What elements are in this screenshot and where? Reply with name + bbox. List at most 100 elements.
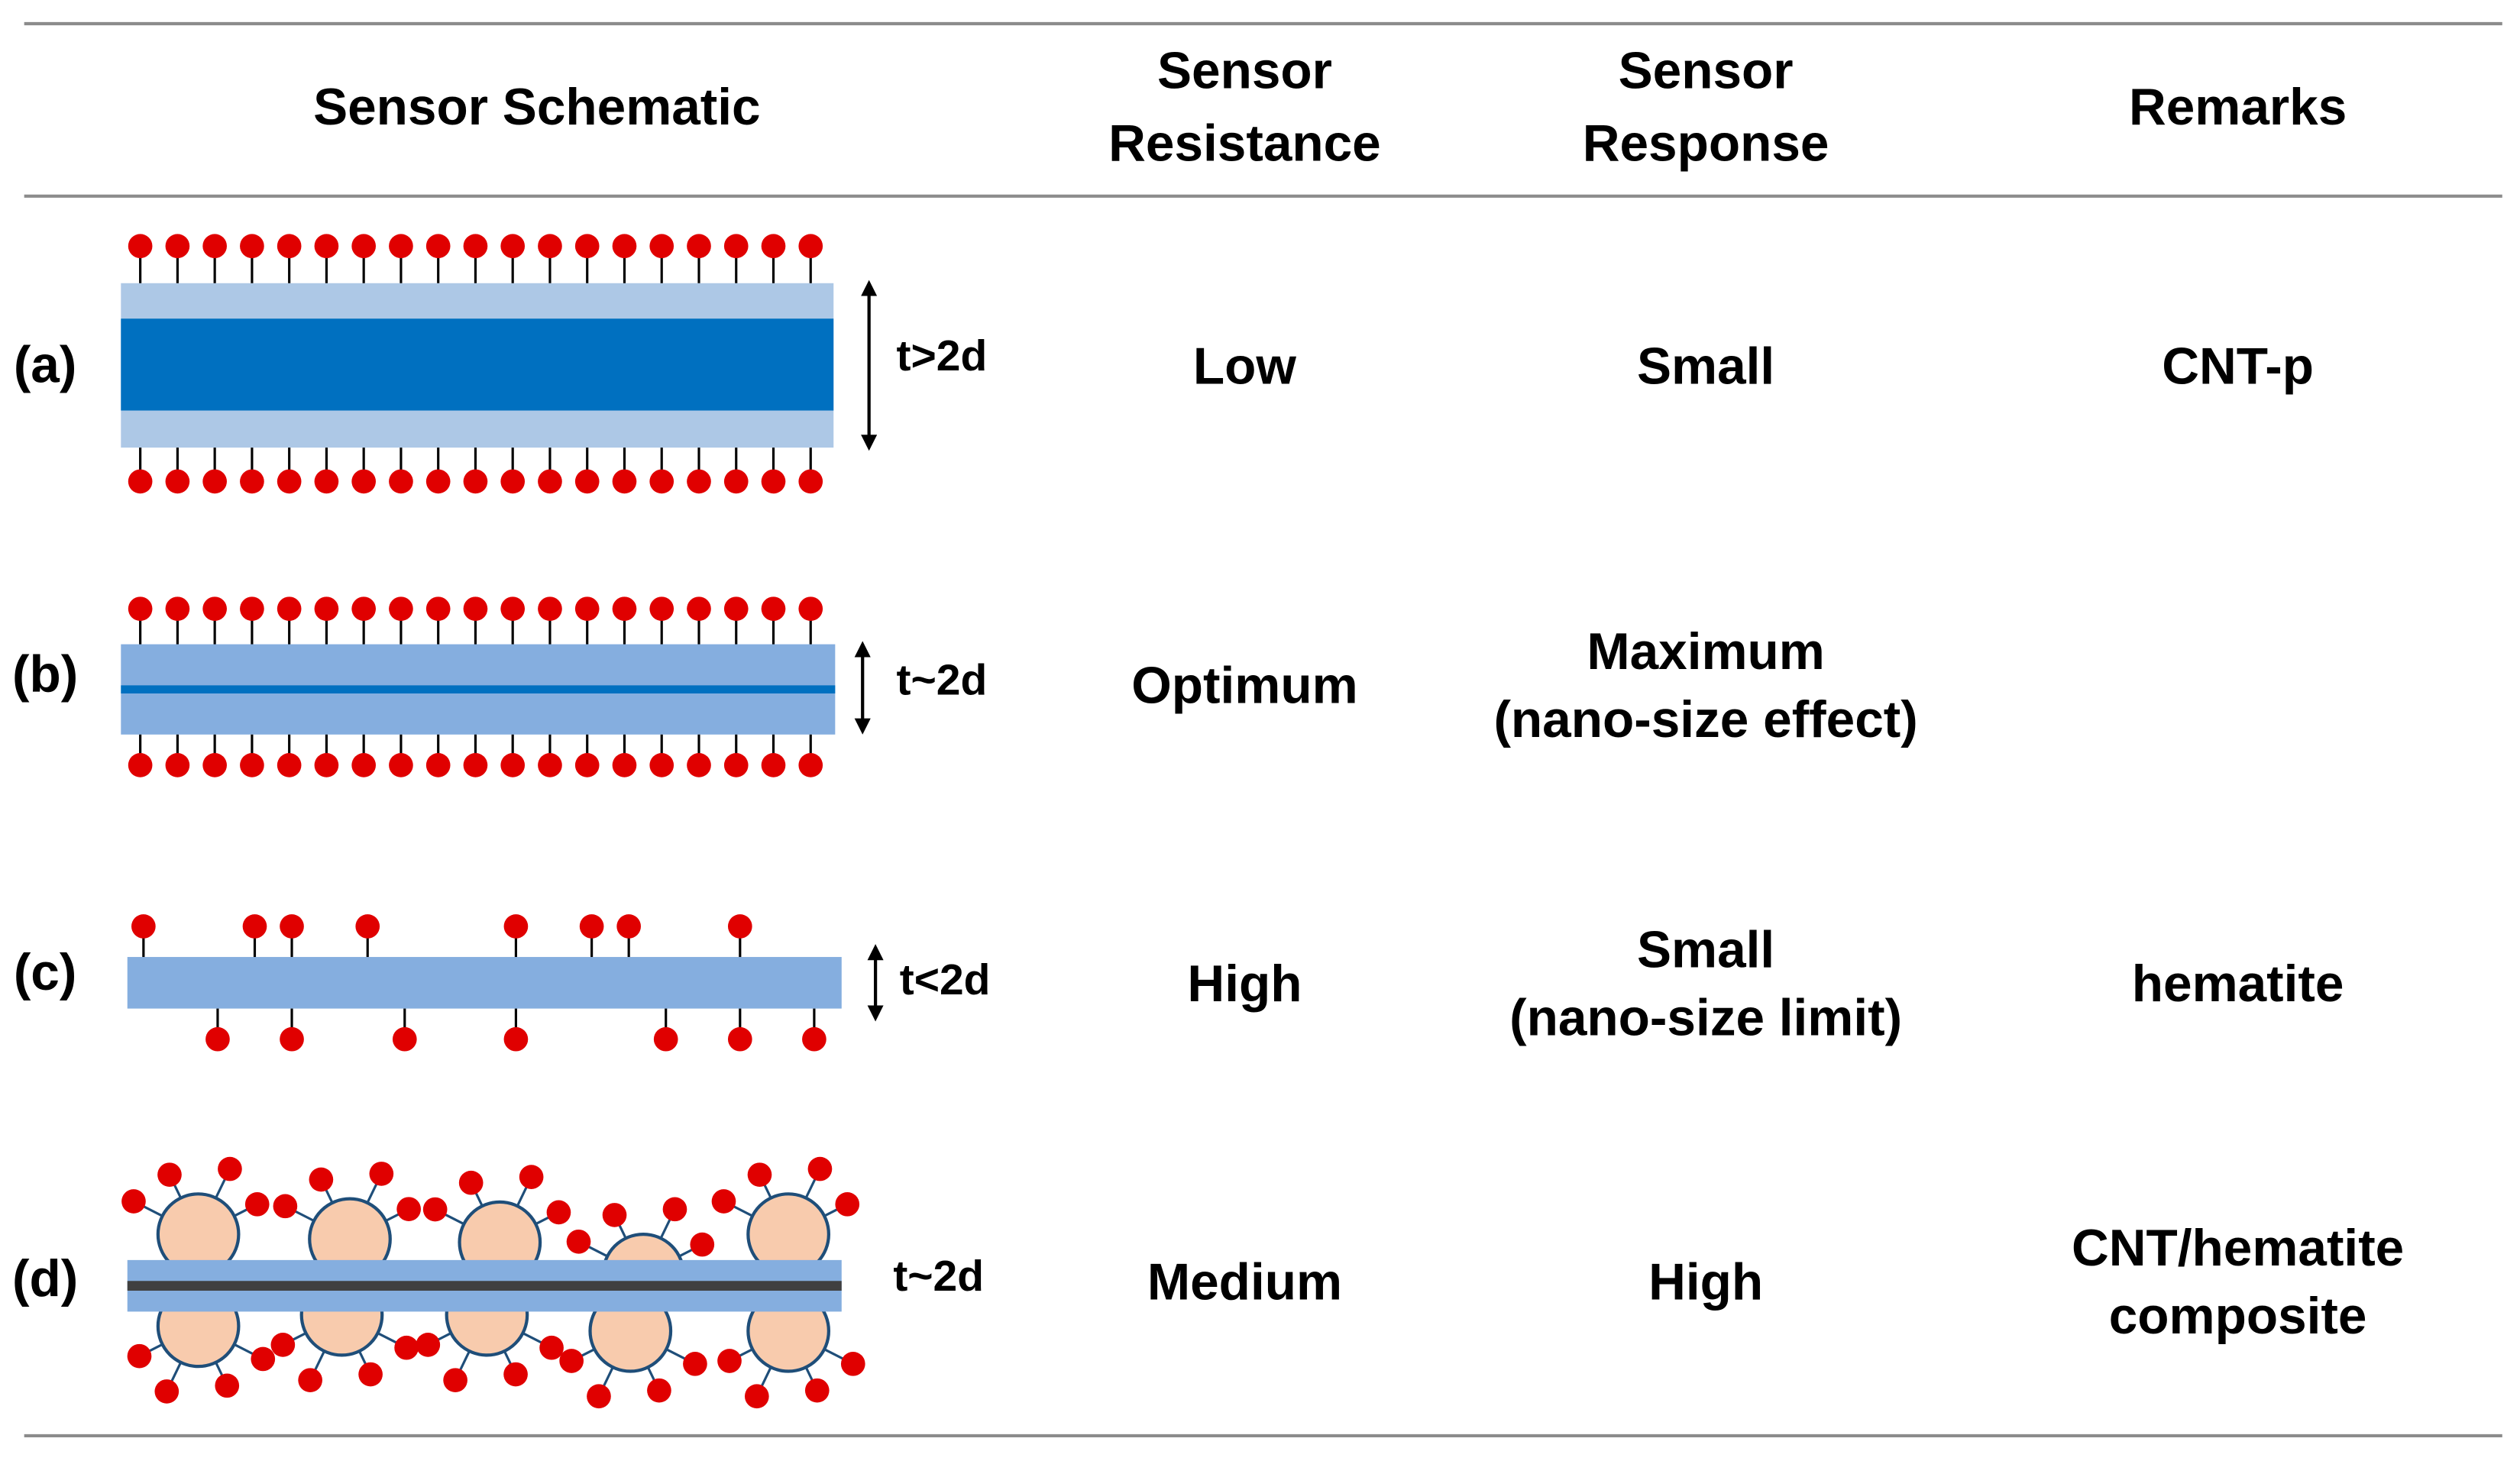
adsorbed-molecule [723,234,749,259]
adsorbed-molecule [840,1351,865,1376]
adsorbed-molecule [443,1368,467,1392]
adsorbed-molecule [566,1229,591,1254]
adsorbed-molecule [240,469,264,494]
remarks-cell: hematite [2132,955,2344,1013]
adsorbed-molecule [165,753,190,777]
adsorbed-molecule [807,1156,833,1181]
adsorbed-molecule [394,1335,419,1360]
adsorbed-molecule [202,469,227,494]
adsorbed-molecule [157,1162,182,1187]
adsorbed-molecule [458,1170,484,1195]
resistance-cell: Optimum [1131,658,1357,715]
adsorbed-molecule [538,234,562,259]
row-label: (d) [12,1250,78,1307]
adsorbed-molecule [538,596,562,621]
adsorbed-molecule [500,753,526,777]
adsorbed-molecule [687,234,711,259]
adsorbed-molecule [277,469,302,494]
adsorbed-molecule [649,469,674,494]
adsorbed-molecule [503,1026,529,1052]
adsorbed-molecule [396,1197,421,1221]
adsorbed-molecule [121,1189,146,1214]
adsorbed-molecule [128,753,153,777]
adsorbed-molecule [798,596,823,621]
adsorbed-molecule [128,469,153,494]
adsorbed-molecule [711,1189,736,1214]
resistance-cell: High [1187,955,1302,1013]
adsorbed-molecule [425,596,451,621]
adsorbed-molecule [835,1192,860,1217]
adsorbed-molecule [270,1333,296,1357]
adsorbed-molecule [647,1378,671,1403]
adsorbed-molecule [747,1162,772,1187]
column-header: Remarks [2129,79,2347,136]
adsorbed-molecule [351,234,377,259]
response-cell: (nano-size limit) [1509,989,1902,1046]
adsorbed-molecule [761,753,786,777]
adsorbed-molecule [244,1192,270,1217]
adsorbed-molecule [277,596,302,621]
column-header: Sensor [1619,42,1794,99]
adsorbed-molecule [392,1026,417,1052]
response-cell: Small [1637,338,1774,396]
adsorbed-molecule [277,234,302,259]
adsorbed-molecule [579,914,604,939]
adsorbed-molecule [425,469,451,494]
adsorbed-molecule [215,1373,240,1398]
adsorbed-molecule [298,1368,322,1392]
adsorbed-molecule [425,753,451,777]
adsorbed-molecule [389,469,413,494]
column-header: Sensor [1157,42,1332,99]
adsorbed-molecule [687,469,711,494]
adsorbed-molecule [683,1351,707,1376]
adsorbed-molecule [690,1232,715,1257]
adsorbed-molecule [463,469,488,494]
response-cell: Small [1637,922,1774,979]
adsorbed-molecule [240,753,264,777]
adsorbed-molecule [309,1167,334,1192]
adsorbed-molecule [351,596,377,621]
adsorbed-molecule [761,234,786,259]
row-label: (c) [14,944,77,1001]
adsorbed-molecule [574,596,600,621]
adsorbed-molecule [205,1026,230,1052]
adsorbed-molecule [687,753,711,777]
adsorbed-molecule [538,469,562,494]
thickness-label: t~2d [893,1252,984,1301]
adsorbed-molecule [351,469,377,494]
adsorbed-molecule [165,469,190,494]
adsorbed-molecule [587,1384,611,1409]
adsorbed-molecule [314,596,339,621]
thickness-label: t<2d [900,955,991,1004]
adsorbed-molecule [422,1197,448,1222]
adsorbed-molecule [539,1335,564,1360]
adsorbed-molecule [202,753,227,777]
adsorbed-molecule [240,596,264,621]
adsorbed-molecule [202,596,227,621]
adsorbed-molecule [314,234,339,259]
remarks-cell: CNT-p [2162,338,2314,396]
adsorbed-molecule [546,1200,571,1225]
adsorbed-molecule [131,914,156,939]
response-cell: High [1648,1253,1763,1311]
adsorbed-molecule [761,596,786,621]
core-layer [121,318,834,411]
column-header: Resistance [1108,115,1381,172]
adsorbed-molecule [574,234,600,259]
adsorbed-molecule [314,753,339,777]
adsorbed-molecule [574,469,600,494]
adsorbed-molecule [804,1378,830,1403]
adsorbed-molecule [273,1194,298,1219]
adsorbed-molecule [612,469,637,494]
adsorbed-molecule [662,1197,687,1222]
adsorbed-molecule [280,914,304,939]
adsorbed-molecule [519,1165,544,1189]
adsorbed-molecule [355,914,380,939]
adsorbed-molecule [358,1362,383,1387]
column-header: Response [1583,115,1829,172]
adsorbed-molecule [723,469,749,494]
adsorbed-molecule [416,1333,441,1357]
adsorbed-molecule [503,1362,528,1387]
adsorbed-molecule [612,596,637,621]
